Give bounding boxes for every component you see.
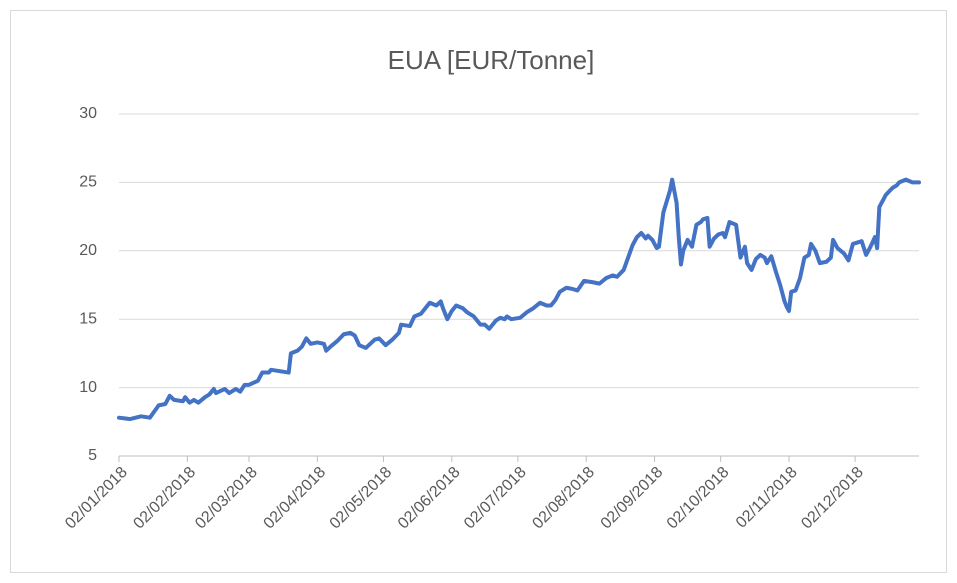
data-line xyxy=(117,177,921,422)
y-tick-label: 25 xyxy=(79,174,97,191)
y-tick-label: 15 xyxy=(79,310,97,327)
y-tick-label: 10 xyxy=(79,379,97,396)
y-tick-label: 30 xyxy=(79,105,97,122)
y-tick-label: 5 xyxy=(88,447,97,464)
chart-frame xyxy=(10,10,947,573)
chart-title: EUA [EUR/Tonne] xyxy=(388,45,595,75)
y-tick-label: 20 xyxy=(79,242,97,259)
